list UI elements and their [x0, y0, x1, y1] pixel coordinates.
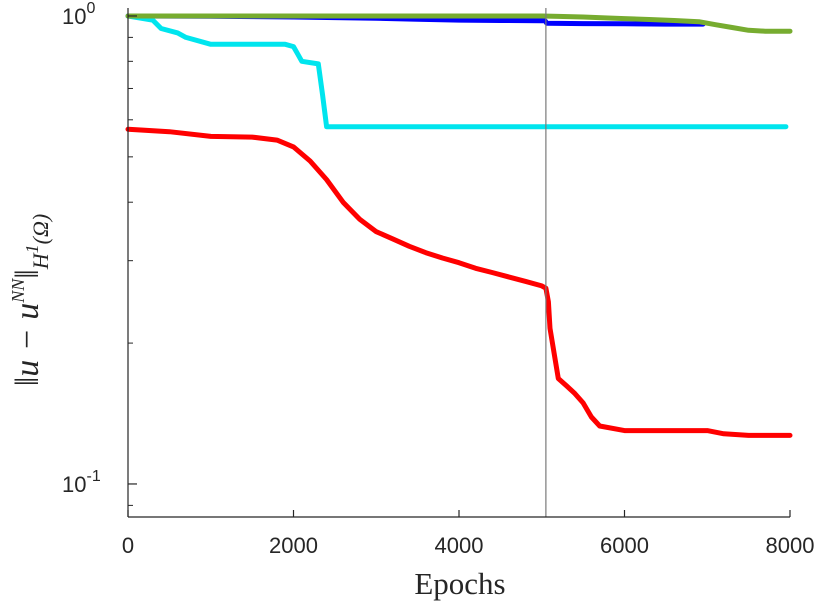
x-tick-label: 6000 [600, 533, 649, 558]
y-axis-label-close: ‖ [9, 269, 46, 279]
y-axis-label-main: ‖u − u [9, 303, 46, 387]
x-tick-label: 0 [122, 533, 134, 558]
x-tick-label: 4000 [435, 533, 484, 558]
y-tick-label: 10-1 [62, 468, 101, 497]
series-line-4 [125, 13, 793, 34]
x-tick-label: 2000 [269, 533, 318, 558]
x-axis-label: Epochs [414, 566, 505, 601]
series-layer [125, 13, 793, 438]
y-axis-label: ‖u − uNN‖H1(Ω) [8, 214, 53, 387]
axes [127, 8, 791, 518]
svg-text:‖u − uNN‖H1(Ω): ‖u − uNN‖H1(Ω) [8, 214, 53, 387]
y-axis-label-sub-tail: (Ω) [28, 214, 53, 245]
y-axis-label-sub-sup: 1 [22, 244, 42, 253]
series-line-2 [125, 13, 789, 130]
tick-labels: 0 2000 4000 6000 8000 100 10-1 [62, 0, 814, 558]
x-tick-label: 8000 [766, 533, 815, 558]
series-line-3 [125, 126, 793, 438]
y-axis-label-sup: NN [8, 278, 28, 304]
y-axis-label-sub: H [28, 252, 53, 270]
y-tick-label: 100 [62, 0, 95, 29]
